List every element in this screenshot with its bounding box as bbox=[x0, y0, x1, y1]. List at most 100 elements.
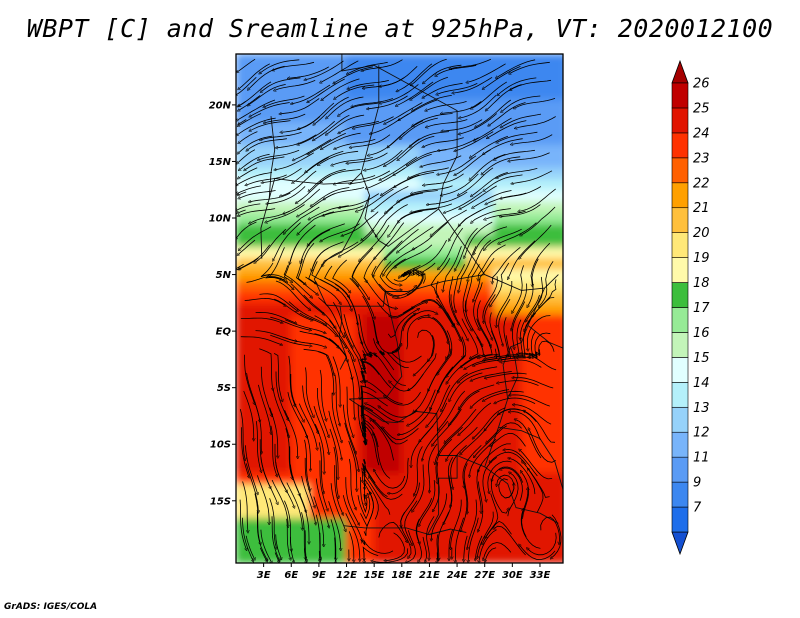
field-cell bbox=[327, 257, 338, 270]
field-cell bbox=[539, 245, 550, 259]
field-cell bbox=[410, 257, 421, 270]
streamline bbox=[490, 475, 508, 514]
field-cell bbox=[539, 211, 550, 225]
field-cell bbox=[253, 404, 265, 417]
field-cell bbox=[539, 358, 550, 372]
field-cell bbox=[373, 415, 384, 428]
field-cell bbox=[557, 370, 563, 383]
border-line bbox=[268, 172, 362, 199]
field-cell bbox=[539, 551, 550, 563]
streamline bbox=[471, 389, 510, 408]
streamline bbox=[502, 95, 541, 112]
field-cell bbox=[511, 54, 523, 66]
field-cell bbox=[318, 98, 329, 112]
streamline bbox=[290, 224, 316, 263]
field-cell bbox=[244, 302, 255, 315]
field-cell bbox=[373, 404, 384, 417]
border-line bbox=[349, 291, 403, 400]
field-cell bbox=[236, 132, 246, 145]
streamline bbox=[273, 222, 301, 261]
field-cell bbox=[263, 460, 274, 474]
field-cell bbox=[557, 132, 563, 145]
field-cell bbox=[456, 155, 467, 168]
field-cell bbox=[447, 517, 458, 530]
field-cell bbox=[299, 257, 311, 270]
streamline bbox=[339, 229, 375, 257]
field-cell bbox=[419, 189, 430, 202]
field-cell bbox=[447, 539, 458, 553]
streamline bbox=[507, 473, 519, 517]
field-cell bbox=[401, 155, 412, 168]
field-cell bbox=[327, 211, 338, 225]
colorbar-swatch bbox=[671, 257, 689, 283]
field-cell bbox=[465, 494, 476, 507]
field-cell bbox=[392, 438, 403, 451]
streamline bbox=[470, 135, 509, 157]
field-cell bbox=[236, 54, 246, 66]
field-cell bbox=[511, 143, 523, 157]
field-cell bbox=[318, 551, 329, 563]
field-cell bbox=[493, 155, 504, 168]
field-cell bbox=[438, 313, 449, 326]
streamline bbox=[269, 498, 277, 548]
field-cell bbox=[236, 370, 246, 383]
field-cell bbox=[244, 110, 255, 123]
field-cell bbox=[401, 449, 412, 462]
field-cell bbox=[373, 143, 384, 157]
streamline bbox=[239, 190, 276, 199]
field-cell bbox=[511, 223, 523, 236]
field-cell bbox=[290, 449, 301, 462]
field-cell bbox=[419, 313, 430, 326]
field-cell bbox=[410, 87, 421, 100]
field-cell bbox=[272, 551, 283, 563]
field-cell bbox=[244, 291, 255, 304]
field-cell bbox=[373, 177, 384, 191]
field-cell bbox=[548, 211, 559, 225]
streamline bbox=[406, 316, 429, 350]
colorbar-label: 22 bbox=[693, 176, 710, 191]
streamline bbox=[352, 98, 394, 107]
field-cell bbox=[428, 64, 440, 78]
field-cell bbox=[474, 313, 486, 326]
streamline bbox=[342, 211, 379, 236]
streamline bbox=[515, 420, 542, 459]
field-cell bbox=[392, 426, 403, 440]
field-cell bbox=[346, 460, 357, 474]
streamline bbox=[473, 190, 512, 208]
field-cell bbox=[382, 302, 394, 315]
field-cell bbox=[456, 268, 467, 281]
field-cell bbox=[539, 87, 550, 100]
field-cell bbox=[253, 392, 265, 406]
field-cell bbox=[290, 426, 301, 440]
field-cell bbox=[272, 291, 283, 304]
streamline bbox=[309, 205, 349, 220]
streamline bbox=[322, 78, 360, 100]
field-cell bbox=[484, 551, 495, 563]
field-cell bbox=[521, 223, 532, 236]
field-cell bbox=[419, 358, 430, 372]
field-cell bbox=[539, 76, 550, 89]
streamline bbox=[385, 391, 421, 406]
field-cell bbox=[557, 347, 563, 360]
streamline bbox=[317, 388, 328, 437]
field-cell bbox=[272, 177, 283, 191]
field-cell bbox=[318, 279, 329, 293]
field-cell bbox=[502, 291, 513, 304]
field-cell bbox=[382, 528, 394, 541]
field-cell bbox=[309, 324, 320, 338]
field-cell bbox=[346, 189, 357, 202]
field-cell bbox=[253, 483, 265, 496]
streamline bbox=[432, 316, 450, 358]
field-cell bbox=[236, 358, 246, 372]
streamline bbox=[522, 462, 550, 498]
field-cell bbox=[364, 166, 375, 179]
streamline bbox=[385, 228, 419, 259]
field-cell bbox=[290, 98, 301, 112]
field-cell bbox=[465, 257, 476, 270]
field-cell bbox=[447, 234, 458, 247]
field-cell bbox=[392, 279, 403, 293]
field-cell bbox=[281, 279, 292, 293]
field-cell bbox=[244, 358, 255, 372]
field-cell bbox=[382, 54, 394, 66]
field-cell bbox=[456, 528, 467, 541]
